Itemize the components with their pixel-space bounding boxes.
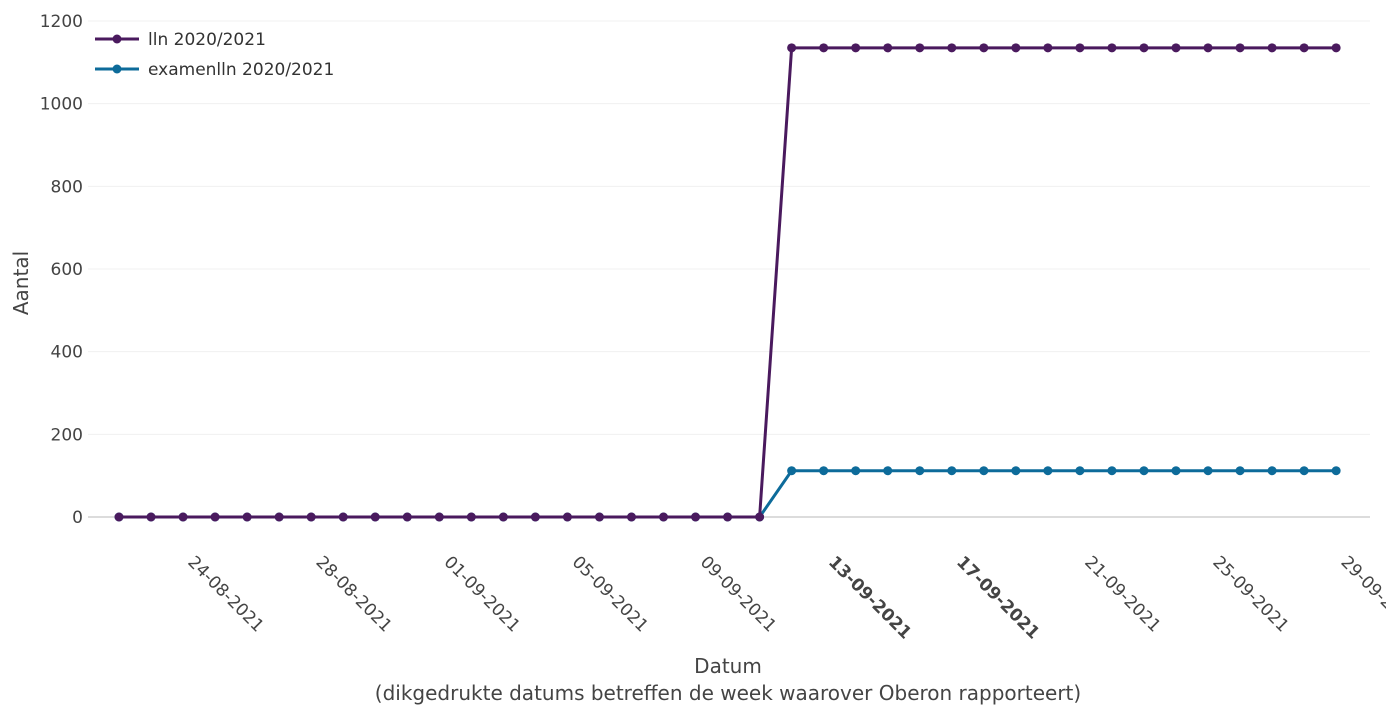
- data-point[interactable]: [1331, 466, 1341, 476]
- data-point[interactable]: [1011, 466, 1021, 476]
- data-point[interactable]: [1203, 43, 1213, 53]
- data-point[interactable]: [1267, 43, 1277, 53]
- data-point[interactable]: [1267, 466, 1277, 476]
- data-point[interactable]: [1299, 43, 1309, 53]
- data-point[interactable]: [1235, 43, 1245, 53]
- data-point[interactable]: [1107, 466, 1117, 476]
- data-point[interactable]: [1171, 466, 1181, 476]
- legend-label: examenlln 2020/2021: [148, 60, 334, 80]
- data-point[interactable]: [530, 512, 540, 522]
- data-point[interactable]: [883, 466, 893, 476]
- data-point[interactable]: [1075, 466, 1085, 476]
- legend[interactable]: lln 2020/2021 examenlln 2020/2021: [95, 30, 334, 80]
- data-point[interactable]: [114, 512, 124, 522]
- data-point[interactable]: [851, 466, 861, 476]
- data-point[interactable]: [178, 512, 188, 522]
- data-point[interactable]: [691, 512, 701, 522]
- data-point[interactable]: [1043, 466, 1053, 476]
- data-point[interactable]: [723, 512, 733, 522]
- data-point[interactable]: [338, 512, 348, 522]
- data-point[interactable]: [787, 466, 797, 476]
- x-tick-label: 25-09-2021: [1208, 552, 1292, 636]
- y-tick-label: 600: [51, 260, 83, 280]
- data-point[interactable]: [1299, 466, 1309, 476]
- data-point[interactable]: [819, 43, 829, 53]
- x-tick-label: 13-09-2021: [824, 552, 915, 643]
- data-point[interactable]: [1107, 43, 1117, 53]
- x-tick-label: 29-09-2021: [1337, 552, 1386, 636]
- legend-swatch-marker: [112, 34, 122, 44]
- y-tick-label: 1000: [40, 95, 83, 115]
- data-point[interactable]: [1011, 43, 1021, 53]
- legend-label: lln 2020/2021: [148, 30, 266, 50]
- data-point[interactable]: [947, 43, 957, 53]
- x-tick-label: 28-08-2021: [312, 552, 396, 636]
- y-tick-label: 400: [51, 343, 83, 363]
- data-point[interactable]: [146, 512, 156, 522]
- x-tick-label: 05-09-2021: [568, 552, 652, 636]
- y-tick-label: 800: [51, 177, 83, 197]
- y-tick-label: 0: [72, 508, 83, 528]
- data-point[interactable]: [242, 512, 252, 522]
- x-axis-title: Datum: [694, 654, 762, 678]
- x-axis-note: (dikgedrukte datums betreffen de week wa…: [375, 681, 1081, 705]
- data-point[interactable]: [434, 512, 444, 522]
- data-point[interactable]: [1171, 43, 1181, 53]
- data-point[interactable]: [1075, 43, 1085, 53]
- data-point[interactable]: [1203, 466, 1213, 476]
- data-point[interactable]: [659, 512, 669, 522]
- data-point[interactable]: [402, 512, 412, 522]
- x-axis-ticks: 24-08-2021 28-08-2021 01-09-2021 05-09-2021…: [184, 552, 1386, 643]
- data-point[interactable]: [979, 43, 989, 53]
- data-point[interactable]: [947, 466, 957, 476]
- x-tick-label: 21-09-2021: [1080, 552, 1164, 636]
- y-tick-label: 1200: [40, 12, 83, 32]
- data-point[interactable]: [370, 512, 380, 522]
- data-point[interactable]: [1043, 43, 1053, 53]
- series-lln-2020-2021: [114, 43, 1341, 522]
- data-point[interactable]: [883, 43, 893, 53]
- data-point[interactable]: [210, 512, 220, 522]
- data-point[interactable]: [1139, 466, 1149, 476]
- x-tick-label: 09-09-2021: [696, 552, 780, 636]
- data-point[interactable]: [915, 466, 925, 476]
- legend-item[interactable]: examenlln 2020/2021: [95, 60, 334, 80]
- data-point[interactable]: [274, 512, 284, 522]
- data-point[interactable]: [498, 512, 508, 522]
- legend-item[interactable]: lln 2020/2021: [95, 30, 266, 50]
- data-point[interactable]: [626, 512, 636, 522]
- data-point[interactable]: [915, 43, 925, 53]
- gridlines: [88, 20, 1370, 518]
- data-point[interactable]: [1331, 43, 1341, 53]
- x-tick-label: 01-09-2021: [440, 552, 524, 636]
- x-tick-label: 24-08-2021: [184, 552, 268, 636]
- y-axis-title: Aantal: [9, 251, 33, 315]
- legend-swatch-marker: [112, 64, 122, 74]
- data-point[interactable]: [851, 43, 861, 53]
- data-point[interactable]: [306, 512, 316, 522]
- data-point[interactable]: [562, 512, 572, 522]
- data-point[interactable]: [819, 466, 829, 476]
- data-point[interactable]: [594, 512, 604, 522]
- series-line: [119, 469, 1337, 519]
- x-tick-label: 17-09-2021: [952, 552, 1043, 643]
- data-point[interactable]: [1139, 43, 1149, 53]
- data-point[interactable]: [979, 466, 989, 476]
- series-group: [114, 43, 1341, 522]
- series-line: [119, 46, 1337, 519]
- y-axis-ticks: 0 200 400 600 800 1000 1200: [40, 12, 83, 528]
- data-point[interactable]: [787, 43, 797, 53]
- data-point[interactable]: [755, 512, 765, 522]
- data-point[interactable]: [466, 512, 476, 522]
- y-tick-label: 200: [51, 425, 83, 445]
- data-point[interactable]: [1235, 466, 1245, 476]
